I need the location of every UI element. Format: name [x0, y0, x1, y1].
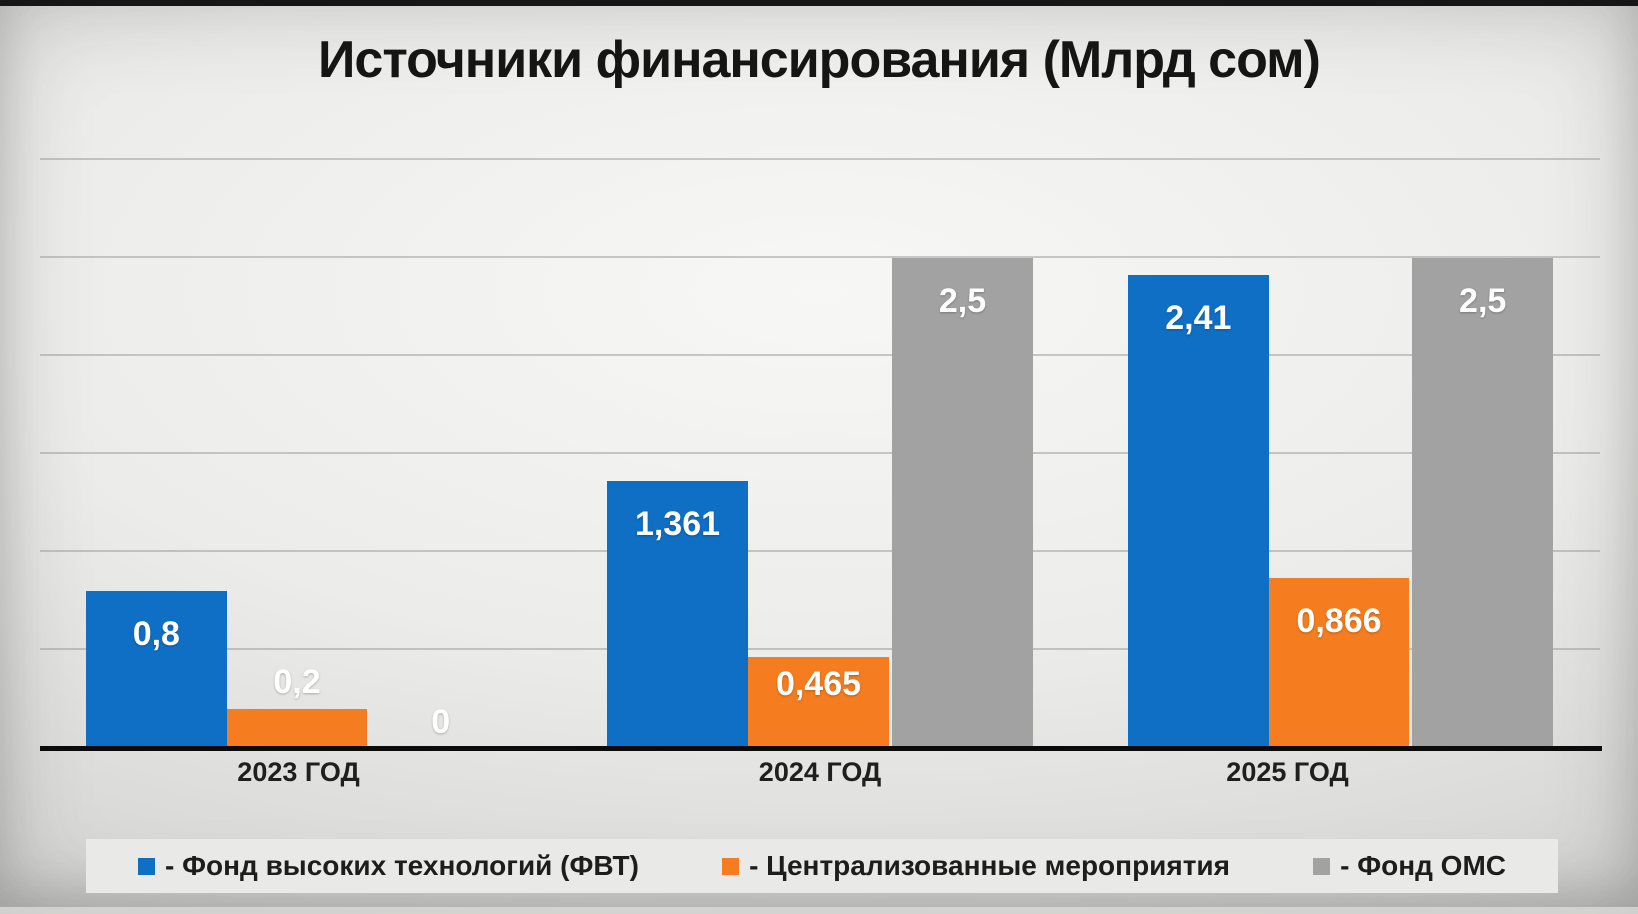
x-axis-label: 2025 ГОД: [1226, 757, 1349, 787]
gridline: [40, 157, 1600, 160]
bar-orange-2023-ГОД: 0,2: [226, 663, 368, 748]
x-axis-line: [40, 746, 1602, 751]
legend: - Фонд высоких технологий (ФВТ) - Централ…: [86, 839, 1558, 893]
bar-blue-2025-ГОД: 2,41: [1128, 275, 1269, 748]
legend-label: - Фонд ОМС: [1340, 850, 1506, 881]
bar-group-2025-ГОД: 2,41 0,866 2,5: [1128, 150, 1554, 748]
bar-group-2024-ГОД: 1,361 0,465 2,5: [607, 150, 1033, 748]
gridline: [40, 451, 1600, 454]
plot-area: 0,8 0,2 0 1,361 0,465 2,5 2,41 0,866 2,5: [40, 150, 1600, 748]
bar-blue-2024-ГОД: 1,361: [607, 481, 748, 748]
gridline: [40, 647, 1600, 650]
legend-item: - Централизованные мероприятия: [722, 850, 1230, 882]
bar-value-label: 2,5: [938, 281, 987, 320]
bar-value-label: 0,465: [775, 664, 862, 703]
legend-label: - Фонд высоких технологий (ФВТ): [165, 850, 639, 881]
bar-value-label: 0: [431, 703, 451, 741]
bar-group-2023-ГОД: 0,8 0,2 0: [86, 150, 511, 748]
bar-orange-2025-ГОД: 0,866: [1268, 578, 1410, 748]
gridline: [40, 353, 1600, 356]
bar-gray-2025-ГОД: 2,5: [1412, 257, 1554, 748]
x-axis-labels: 2023 ГОД 2024 ГОД 2025 ГОД: [0, 757, 1638, 797]
bar-value-label: 1,361: [634, 505, 721, 544]
bar-blue-2023-ГОД: 0,8: [86, 591, 227, 748]
legend-marker-blue: [138, 857, 155, 875]
bar-orange-2024-ГОД: 0,465: [748, 656, 889, 748]
bar-value-label: 2,5: [1459, 281, 1507, 320]
bar-value-label: 0,2: [273, 662, 321, 701]
x-axis-label: 2024 ГОД: [758, 757, 882, 787]
bar-gray-2024-ГОД: 2,5: [892, 257, 1033, 748]
legend-label: - Централизованные мероприятия: [749, 850, 1230, 881]
bar-value-label: 0,8: [132, 615, 180, 654]
x-axis-label: 2023 ГОД: [237, 757, 360, 787]
legend-item: - Фонд ОМС: [1313, 850, 1506, 882]
gridline: [40, 255, 1600, 258]
chart-title: Источники финансирования (Млрд сом): [318, 31, 1321, 89]
gridline: [40, 549, 1600, 552]
bar-value-label: 2,41: [1165, 299, 1232, 338]
legend-item: - Фонд высоких технологий (ФВТ): [138, 850, 639, 882]
legend-marker-orange: [722, 857, 740, 875]
legend-marker-gray: [1313, 857, 1331, 875]
bar-value-label: 0,866: [1296, 602, 1382, 641]
